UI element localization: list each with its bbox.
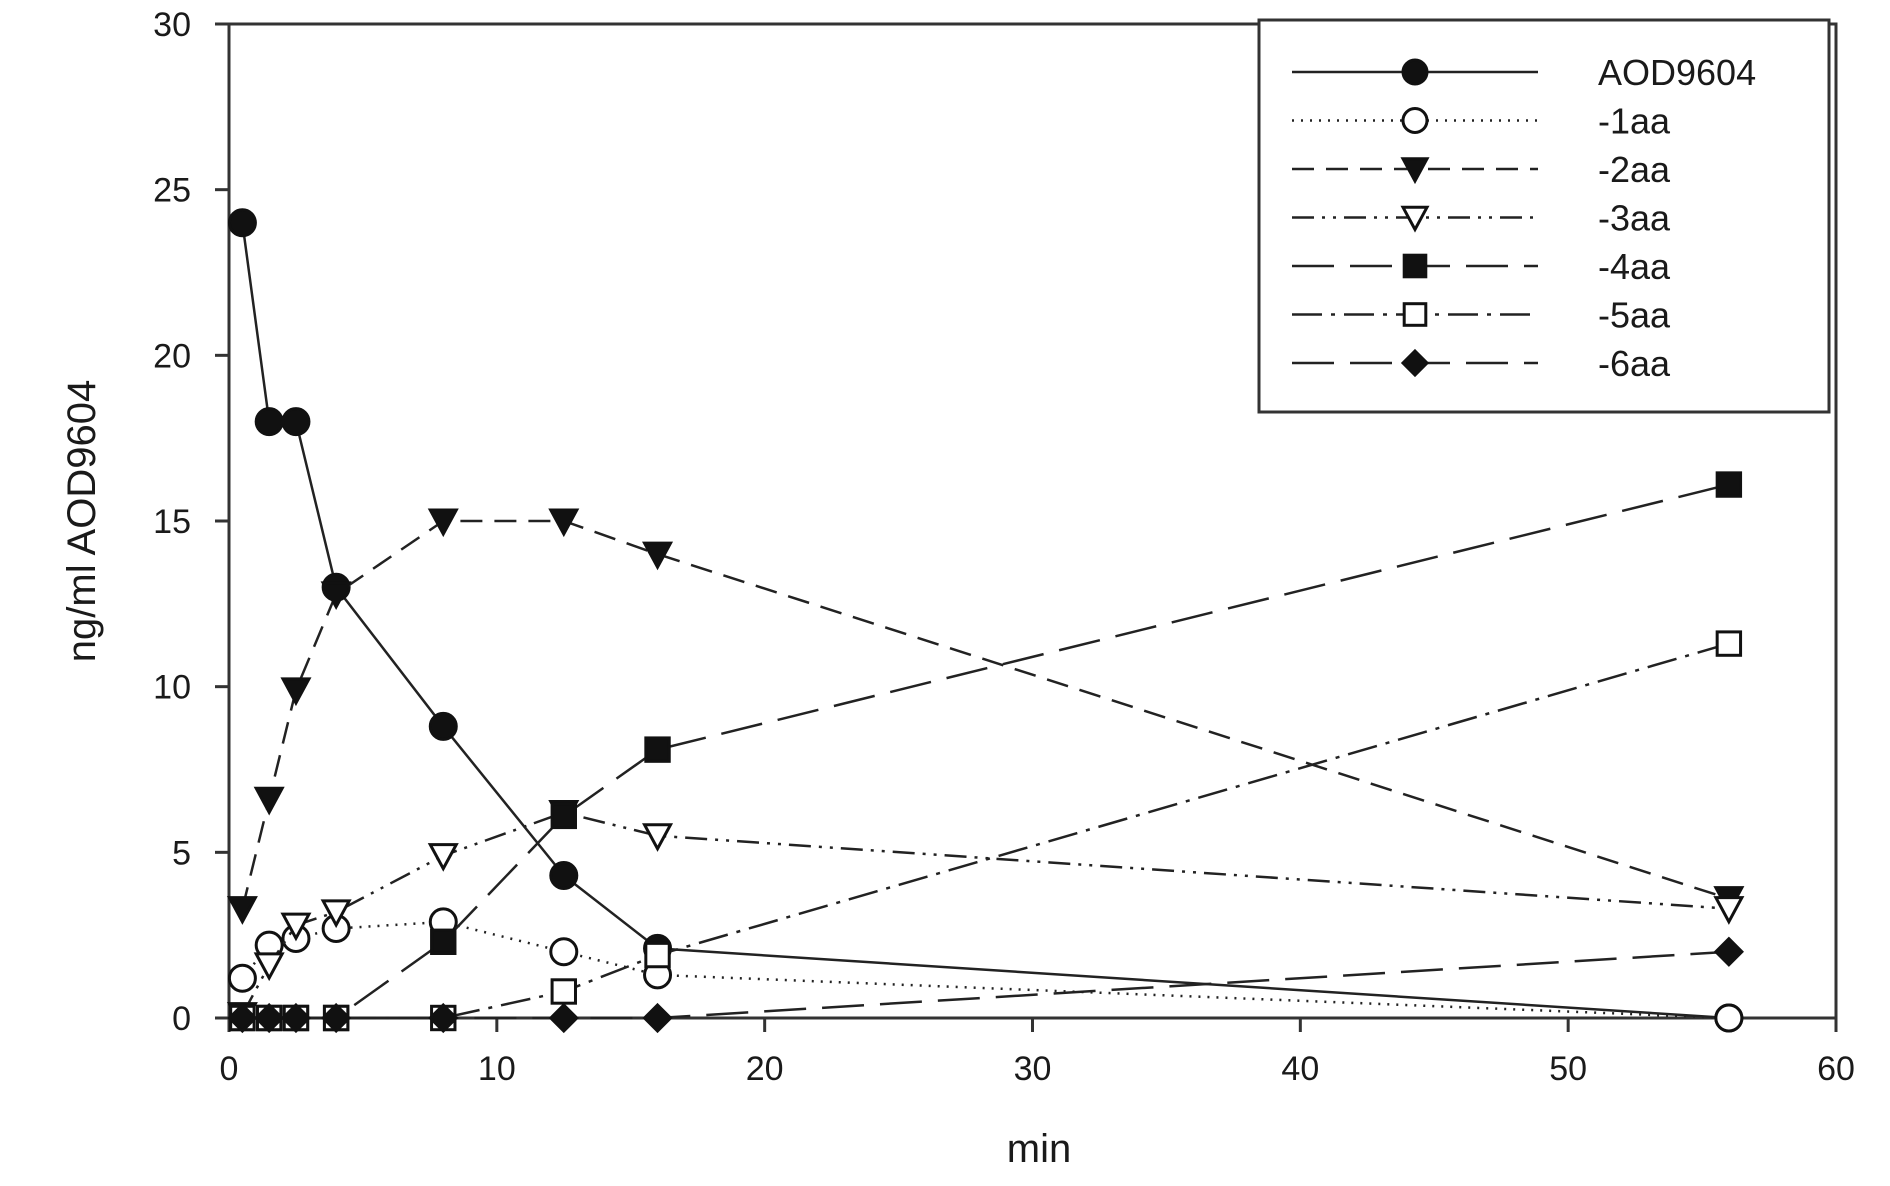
data-point xyxy=(227,1002,258,1034)
data-point xyxy=(320,581,352,611)
legend: AOD9604 -1aa -2aa -3aa -4aa -5aa -6aa xyxy=(1257,18,1831,414)
series-2aa xyxy=(226,508,1745,925)
legend-item: -4aa xyxy=(1292,246,1671,287)
legend-marker xyxy=(1402,302,1428,327)
data-point xyxy=(253,786,285,816)
data-point xyxy=(1715,630,1743,657)
legend-item: -2aa xyxy=(1292,149,1671,190)
series-line xyxy=(241,519,1730,909)
legend-label: -2aa xyxy=(1598,149,1671,190)
series-line xyxy=(241,920,1729,1020)
x-tick-label: 10 xyxy=(478,1050,516,1088)
legend-item: -3aa xyxy=(1292,198,1671,239)
data-point xyxy=(550,978,577,1005)
data-point xyxy=(254,407,284,437)
x-tick-label: 0 xyxy=(220,1050,239,1088)
series-3aa xyxy=(226,800,1745,1031)
data-point xyxy=(548,1002,579,1034)
data-point xyxy=(642,541,674,571)
data-point xyxy=(428,1002,459,1034)
y-tick-label: 5 xyxy=(172,834,191,872)
data-point xyxy=(226,896,258,925)
data-point xyxy=(548,508,580,538)
x-tick-label: 50 xyxy=(1549,1050,1587,1088)
y-axis: 0 5 10 15 20 25 30 xyxy=(153,6,229,1038)
legend-label: -4aa xyxy=(1598,246,1671,287)
y-tick-label: 15 xyxy=(153,503,191,541)
data-point xyxy=(427,508,459,538)
data-point xyxy=(644,941,671,969)
legend-marker xyxy=(1400,348,1430,378)
y-tick-label: 10 xyxy=(153,669,191,707)
legend-marker xyxy=(1402,253,1428,279)
legend-item: -1aa xyxy=(1292,101,1671,142)
x-axis-title: min xyxy=(1007,1127,1071,1171)
data-point xyxy=(320,899,352,929)
data-point xyxy=(280,677,312,707)
data-point xyxy=(550,802,577,830)
data-point xyxy=(1715,471,1743,498)
series-line xyxy=(241,811,1729,1016)
data-point xyxy=(430,928,457,955)
data-point xyxy=(642,823,674,852)
x-tick-label: 20 xyxy=(746,1050,784,1088)
data-point xyxy=(642,1002,673,1034)
y-tick-label: 25 xyxy=(153,172,191,210)
series-4aa xyxy=(229,471,1743,1032)
data-point xyxy=(549,937,579,967)
data-point xyxy=(321,1002,352,1034)
legend-item: AOD9604 xyxy=(1292,52,1756,93)
legend-marker xyxy=(1400,157,1430,185)
x-tick-label: 30 xyxy=(1014,1050,1052,1088)
legend-marker xyxy=(1401,58,1429,86)
legend-item: -5aa xyxy=(1292,295,1671,336)
x-tick-label: 40 xyxy=(1281,1050,1319,1088)
x-tick-label: 60 xyxy=(1817,1050,1855,1088)
data-point xyxy=(280,1002,312,1034)
series-layer xyxy=(226,208,1745,1034)
legend-marker xyxy=(1400,205,1430,233)
y-axis-title: ng/ml AOD9604 xyxy=(60,380,104,662)
legend-label: -1aa xyxy=(1598,101,1671,142)
data-point xyxy=(427,843,459,872)
legend-box xyxy=(1257,18,1831,414)
data-point xyxy=(644,736,671,763)
legend-label: -6aa xyxy=(1598,343,1671,384)
x-axis: 0 10 20 30 40 50 60 xyxy=(220,1018,1855,1088)
y-tick-label: 20 xyxy=(153,337,191,375)
series-6aa xyxy=(227,936,1744,1034)
data-point xyxy=(281,407,311,437)
data-point xyxy=(253,952,285,982)
data-point xyxy=(1713,936,1744,967)
data-point xyxy=(254,1002,285,1034)
data-point xyxy=(1714,1003,1744,1033)
y-tick-label: 30 xyxy=(153,6,191,44)
series-line xyxy=(242,642,1730,1020)
legend-items: AOD9604 -1aa -2aa -3aa -4aa -5aa -6aa xyxy=(1292,52,1756,384)
legend-item: -6aa xyxy=(1292,343,1671,384)
y-tick-label: 0 xyxy=(172,1000,191,1038)
series-line xyxy=(242,483,1730,1020)
data-point xyxy=(227,963,257,993)
legend-marker xyxy=(1401,107,1429,134)
legend-label: -3aa xyxy=(1598,198,1671,239)
legend-label: AOD9604 xyxy=(1598,52,1756,93)
data-point xyxy=(428,711,458,741)
data-point xyxy=(227,208,257,238)
data-point xyxy=(280,912,312,942)
data-point xyxy=(549,861,579,891)
legend-label: -5aa xyxy=(1598,295,1671,336)
data-point xyxy=(1713,896,1745,925)
